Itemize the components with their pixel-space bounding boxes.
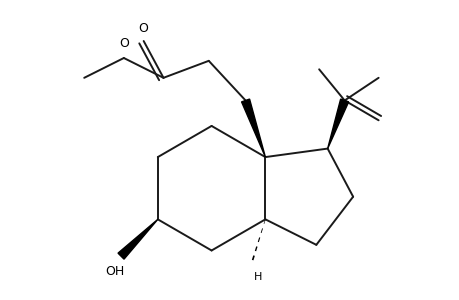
Text: O: O — [119, 37, 129, 50]
Polygon shape — [118, 219, 157, 259]
Polygon shape — [241, 99, 265, 157]
Polygon shape — [327, 99, 348, 148]
Text: O: O — [139, 22, 148, 35]
Text: OH: OH — [106, 265, 125, 278]
Text: H: H — [253, 272, 262, 282]
